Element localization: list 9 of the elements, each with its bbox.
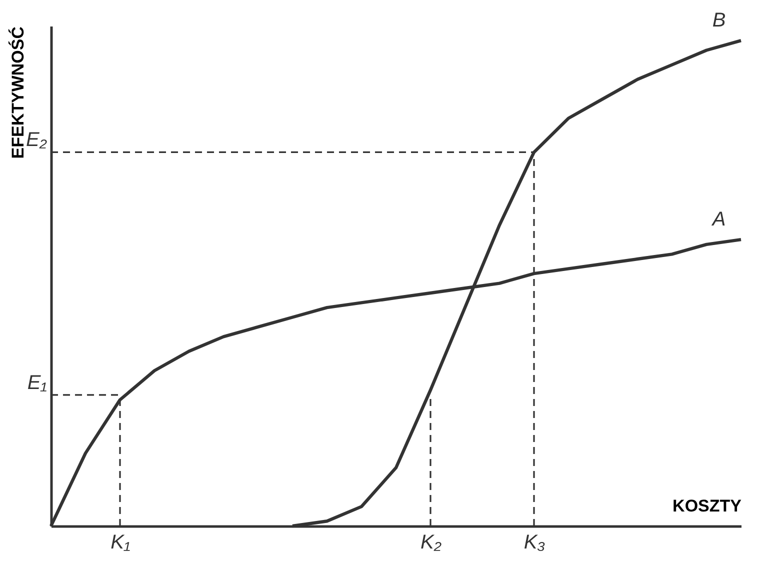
ref-line-label: E₁ — [27, 372, 47, 394]
series-label: A — [711, 208, 726, 231]
x-tick-label: K₂ — [420, 532, 442, 554]
y-axis-title: EFEKTYWNOŚĆ — [8, 26, 28, 159]
x-axis-title: KOSZTY — [672, 496, 742, 516]
ref-line-label: E₂ — [26, 129, 48, 152]
x-tick-label: K₁ — [110, 532, 130, 554]
x-tick-label: K₃ — [524, 532, 546, 554]
series-label: B — [712, 10, 726, 32]
